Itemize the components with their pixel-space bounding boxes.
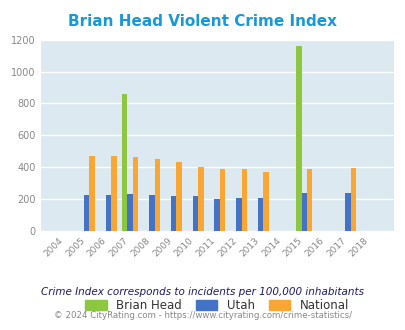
Bar bbox=[306, 169, 312, 231]
Bar bbox=[301, 193, 306, 231]
Bar bbox=[295, 46, 301, 231]
Bar bbox=[84, 195, 89, 231]
Text: Brian Head Violent Crime Index: Brian Head Violent Crime Index bbox=[68, 14, 337, 29]
Bar bbox=[214, 199, 220, 231]
Bar bbox=[132, 157, 138, 231]
Bar bbox=[198, 167, 203, 231]
Bar bbox=[127, 193, 132, 231]
Bar bbox=[258, 197, 263, 231]
Bar bbox=[105, 195, 111, 231]
Text: Crime Index corresponds to incidents per 100,000 inhabitants: Crime Index corresponds to incidents per… bbox=[41, 287, 364, 297]
Bar bbox=[192, 196, 198, 231]
Bar bbox=[220, 169, 225, 231]
Bar bbox=[344, 193, 350, 231]
Bar bbox=[241, 169, 247, 231]
Bar bbox=[111, 156, 116, 231]
Bar bbox=[176, 162, 181, 231]
Bar bbox=[89, 156, 94, 231]
Legend: Brian Head, Utah, National: Brian Head, Utah, National bbox=[81, 294, 353, 317]
Bar bbox=[171, 196, 176, 231]
Bar bbox=[154, 159, 160, 231]
Text: © 2024 CityRating.com - https://www.cityrating.com/crime-statistics/: © 2024 CityRating.com - https://www.city… bbox=[54, 311, 351, 320]
Bar bbox=[350, 168, 355, 231]
Bar bbox=[263, 172, 268, 231]
Bar bbox=[122, 94, 127, 231]
Bar bbox=[236, 197, 241, 231]
Bar bbox=[149, 195, 154, 231]
